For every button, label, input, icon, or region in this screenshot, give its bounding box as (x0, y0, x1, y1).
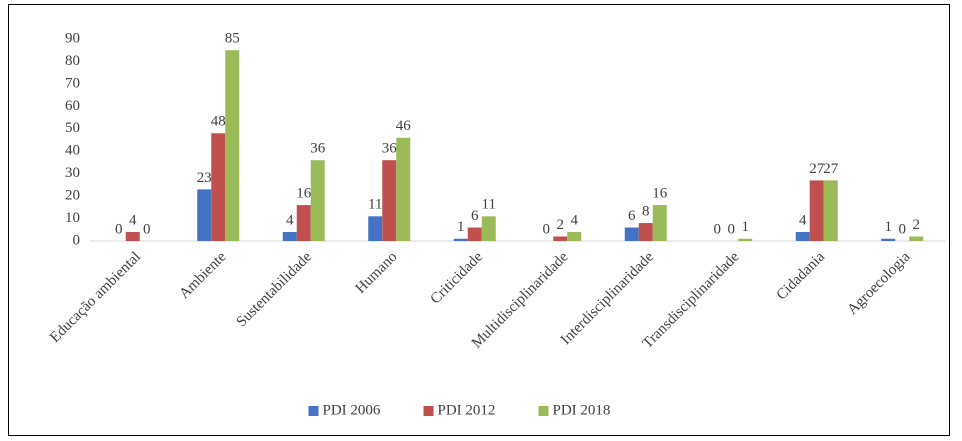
bar (881, 238, 896, 241)
value-label: 6 (628, 208, 636, 224)
value-label: 1 (457, 219, 465, 235)
legend-label: PDI 2018 (553, 402, 611, 418)
y-tick-label: 10 (65, 210, 80, 226)
legend-label: PDI 2006 (323, 402, 381, 418)
bar (795, 232, 810, 241)
value-label: 36 (382, 141, 398, 157)
y-tick-label: 40 (65, 143, 80, 159)
bar (481, 216, 496, 241)
bar (453, 238, 468, 241)
value-label: 1 (885, 219, 893, 235)
chart-border (8, 4, 950, 436)
value-label: 0 (543, 221, 551, 237)
value-label: 46 (396, 118, 412, 134)
bar (809, 180, 824, 241)
value-label: 11 (368, 197, 382, 213)
bar (652, 205, 667, 241)
value-label: 0 (143, 221, 151, 237)
value-label: 27 (823, 161, 839, 177)
y-tick-label: 20 (65, 188, 80, 204)
y-tick-label: 90 (65, 30, 80, 46)
legend-swatch (538, 406, 549, 416)
bar (211, 133, 226, 241)
bar (368, 216, 383, 241)
value-label: 0 (115, 221, 123, 237)
bar (282, 232, 297, 241)
bar (624, 227, 639, 241)
value-label: 8 (642, 203, 650, 219)
value-label: 4 (799, 212, 807, 228)
bar (296, 205, 311, 241)
bar (197, 189, 212, 241)
legend-swatch (423, 406, 434, 416)
value-label: 0 (728, 221, 736, 237)
y-tick-label: 80 (65, 53, 80, 69)
value-label: 48 (211, 114, 226, 130)
bar (738, 238, 753, 241)
bar (382, 160, 397, 241)
bar (638, 223, 653, 241)
value-label: 0 (714, 221, 722, 237)
value-label: 0 (899, 221, 907, 237)
bar (125, 232, 140, 241)
value-label: 4 (129, 212, 137, 228)
y-tick-label: 30 (65, 165, 80, 181)
value-label: 16 (652, 186, 668, 202)
bar (310, 160, 325, 241)
value-label: 27 (809, 161, 825, 177)
value-label: 2 (557, 217, 565, 233)
legend-swatch (308, 406, 319, 416)
bar (567, 232, 582, 241)
bar (553, 236, 568, 241)
value-label: 4 (286, 212, 294, 228)
y-tick-label: 0 (73, 232, 81, 248)
bar (467, 227, 482, 241)
value-label: 4 (571, 212, 579, 228)
value-label: 23 (197, 170, 212, 186)
bar (823, 180, 838, 241)
y-tick-label: 70 (65, 75, 80, 91)
value-label: 11 (482, 197, 496, 213)
value-label: 85 (225, 31, 240, 47)
value-label: 16 (296, 186, 312, 202)
value-label: 6 (471, 208, 479, 224)
bar (909, 236, 924, 241)
bar (396, 137, 411, 241)
bar (225, 50, 240, 241)
legend-label: PDI 2012 (438, 402, 496, 418)
value-label: 2 (913, 217, 921, 233)
y-tick-label: 60 (65, 98, 80, 114)
value-label: 1 (742, 219, 750, 235)
value-label: 36 (310, 141, 326, 157)
y-tick-label: 50 (65, 120, 80, 136)
